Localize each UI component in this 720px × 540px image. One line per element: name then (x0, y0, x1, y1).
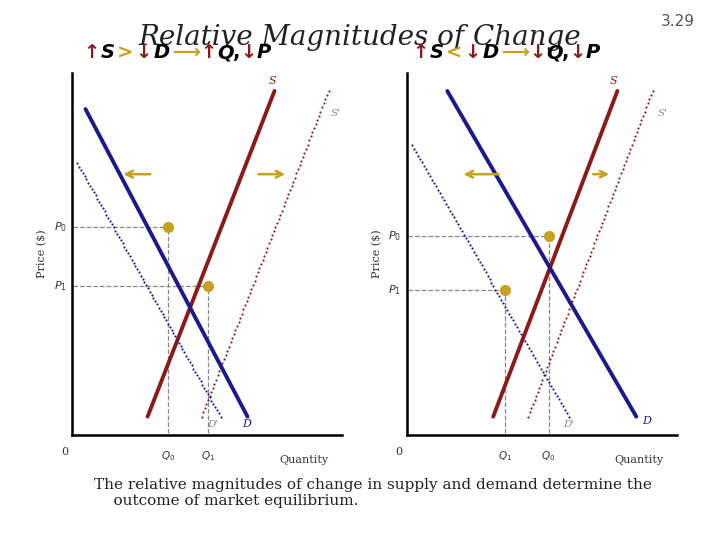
Text: 0: 0 (395, 447, 402, 457)
Text: S: S (430, 43, 444, 62)
Text: The relative magnitudes of change in supply and demand determine the
    outcome: The relative magnitudes of change in sup… (94, 478, 652, 508)
Text: ↓: ↓ (464, 43, 481, 62)
Text: P: P (586, 43, 600, 62)
Text: $Q_1$: $Q_1$ (498, 449, 513, 463)
Text: Quantity: Quantity (614, 455, 663, 464)
Text: 3.29: 3.29 (661, 14, 695, 29)
Text: ,: , (233, 43, 240, 62)
Text: ↑: ↑ (200, 43, 217, 62)
Text: $P_0$: $P_0$ (53, 220, 66, 234)
Text: $P_0$: $P_0$ (388, 229, 402, 242)
Text: D': D' (207, 421, 218, 429)
Text: S: S (269, 76, 276, 86)
Text: Q: Q (217, 43, 234, 62)
Text: ⟶: ⟶ (502, 43, 530, 62)
Text: ↓: ↓ (240, 43, 257, 62)
Text: Q: Q (546, 43, 563, 62)
Text: ,: , (562, 43, 569, 62)
Text: ↓: ↓ (570, 43, 586, 62)
Text: D: D (642, 416, 651, 426)
Text: ↓: ↓ (529, 43, 546, 62)
Text: $Q_1$: $Q_1$ (202, 449, 215, 463)
Text: Relative Magnitudes of Change: Relative Magnitudes of Change (139, 24, 581, 51)
Text: S: S (101, 43, 114, 62)
Text: D': D' (563, 421, 575, 429)
Text: D: D (482, 43, 499, 62)
Text: ⟶: ⟶ (173, 43, 201, 62)
Text: $P_1$: $P_1$ (389, 283, 402, 297)
Text: ↑: ↑ (83, 43, 99, 62)
Text: ↓: ↓ (135, 43, 152, 62)
Text: Quantity: Quantity (279, 455, 328, 464)
Text: ↑: ↑ (412, 43, 428, 62)
Text: S': S' (658, 109, 668, 118)
Text: P: P (257, 43, 271, 62)
Text: D: D (242, 420, 251, 429)
Text: <: < (446, 43, 462, 62)
Text: D: D (153, 43, 170, 62)
Text: 0: 0 (60, 447, 68, 457)
Text: $P_1$: $P_1$ (54, 280, 66, 293)
Text: S': S' (331, 109, 341, 118)
Text: Price ($): Price ($) (37, 230, 48, 278)
Text: $Q_0$: $Q_0$ (161, 449, 175, 463)
Text: S: S (609, 76, 617, 86)
Text: $Q_0$: $Q_0$ (541, 449, 556, 463)
Text: >: > (117, 43, 133, 62)
Text: Price ($): Price ($) (372, 230, 382, 278)
